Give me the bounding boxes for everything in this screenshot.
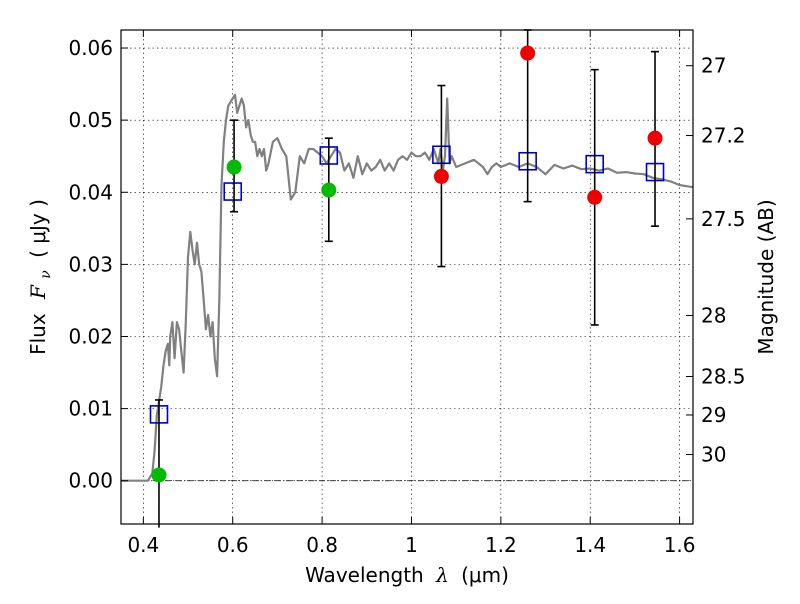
y-tick-label: 0.06 xyxy=(68,36,113,60)
observed-flux-point xyxy=(587,189,603,205)
y2-axis-label: Magnitude (AB) xyxy=(754,199,778,354)
y-tick-label: 0.02 xyxy=(68,324,113,348)
axes: 0.4 0.6 0.8 1 1.2 1.4 1.6 0.00 0.01 0.02 0.03 0.04 0… xyxy=(68,30,746,557)
sed-model-line xyxy=(121,93,694,482)
y-axis-label: Flux F ν ( μJy ) xyxy=(26,199,55,355)
plot-frame xyxy=(120,29,694,525)
x-tick-label: 0.6 xyxy=(217,533,249,557)
x-tick-label: 0.8 xyxy=(306,533,338,557)
x-tick-label: 1 xyxy=(405,533,418,557)
observed-flux-point xyxy=(647,130,663,146)
y2-tick-label: 27.5 xyxy=(701,207,746,231)
y2-tick-label: 30 xyxy=(701,443,726,467)
y-tick-label: 0.05 xyxy=(68,108,113,132)
x-tick-label: 1.2 xyxy=(485,533,517,557)
y-tick-label: 0.00 xyxy=(68,469,113,493)
model-flux-square xyxy=(223,182,243,201)
y2-tick-label: 27 xyxy=(701,54,726,78)
y2-tick-label: 28 xyxy=(701,304,726,328)
y-tick-label: 0.01 xyxy=(68,397,113,421)
x-tick-label: 1.6 xyxy=(664,533,696,557)
observed-flux-point xyxy=(151,467,167,483)
plot-area xyxy=(121,29,694,528)
observed-flux-point xyxy=(520,45,536,61)
observed-flux-point xyxy=(433,168,449,184)
y2-tick-label: 27.2 xyxy=(701,124,746,148)
x-tick-label: 1.4 xyxy=(574,533,606,557)
x-tick-label: 0.4 xyxy=(127,533,159,557)
observed-flux-point xyxy=(226,159,242,175)
plot-background xyxy=(121,30,693,524)
y-tick-label: 0.04 xyxy=(68,180,113,204)
x-axis-label: Wavelength λ (μm) xyxy=(305,563,509,587)
observed-flux-point xyxy=(321,182,337,198)
y2-tick-label: 28.5 xyxy=(701,364,746,388)
grid-lines xyxy=(121,30,693,524)
y-tick-label: 0.03 xyxy=(68,252,113,276)
y2-tick-label: 29 xyxy=(701,403,726,427)
